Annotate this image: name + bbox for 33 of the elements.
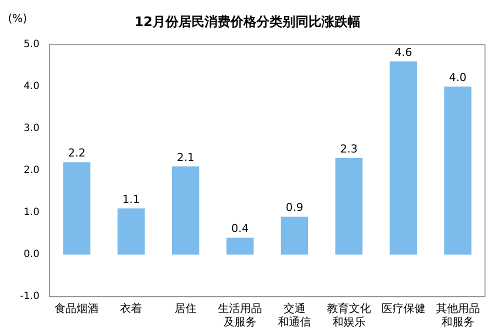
data-label: 4.6 (394, 46, 412, 59)
data-label: 2.1 (176, 150, 194, 164)
x-tick-label: 食品烟酒 (54, 302, 99, 316)
x-tick-label: 医疗保健 (381, 302, 426, 316)
bar (390, 61, 417, 255)
data-label: 1.1 (122, 192, 140, 206)
x-tick-label: 居住 (174, 302, 197, 316)
y-axis-title: (%) (8, 12, 28, 25)
x-tick-label: 生活用品及服务 (218, 302, 262, 328)
y-tick-label: 2.0 (24, 165, 40, 176)
data-label: 0.4 (231, 222, 249, 236)
bar (444, 86, 472, 255)
bar (335, 158, 363, 255)
bar (280, 216, 308, 255)
chart-title: 12月份居民消费价格分类别同比涨跌幅 (134, 15, 361, 30)
bar (226, 238, 254, 255)
x-tick-label: 其他用品和服务 (436, 302, 480, 328)
bar (118, 208, 145, 255)
data-label: 2.3 (340, 142, 358, 156)
y-tick-label: 1.0 (24, 207, 40, 218)
data-label: 0.9 (286, 201, 304, 214)
bar (63, 162, 90, 255)
y-tick-label: 5.0 (24, 39, 40, 50)
x-tick-label: 衣着 (120, 302, 142, 316)
y-tick-label: 0.0 (24, 249, 40, 260)
y-tick-label: 3.0 (24, 123, 40, 134)
y-tick-label: -1.0 (20, 291, 40, 302)
data-label: 4.0 (449, 70, 467, 84)
y-tick-label: 4.0 (24, 81, 40, 92)
bar (172, 166, 200, 255)
data-label: 2.2 (68, 146, 86, 160)
x-tick-label: 交通和通信 (278, 302, 311, 328)
x-tick-label: 教育文化和娱乐 (326, 302, 371, 328)
